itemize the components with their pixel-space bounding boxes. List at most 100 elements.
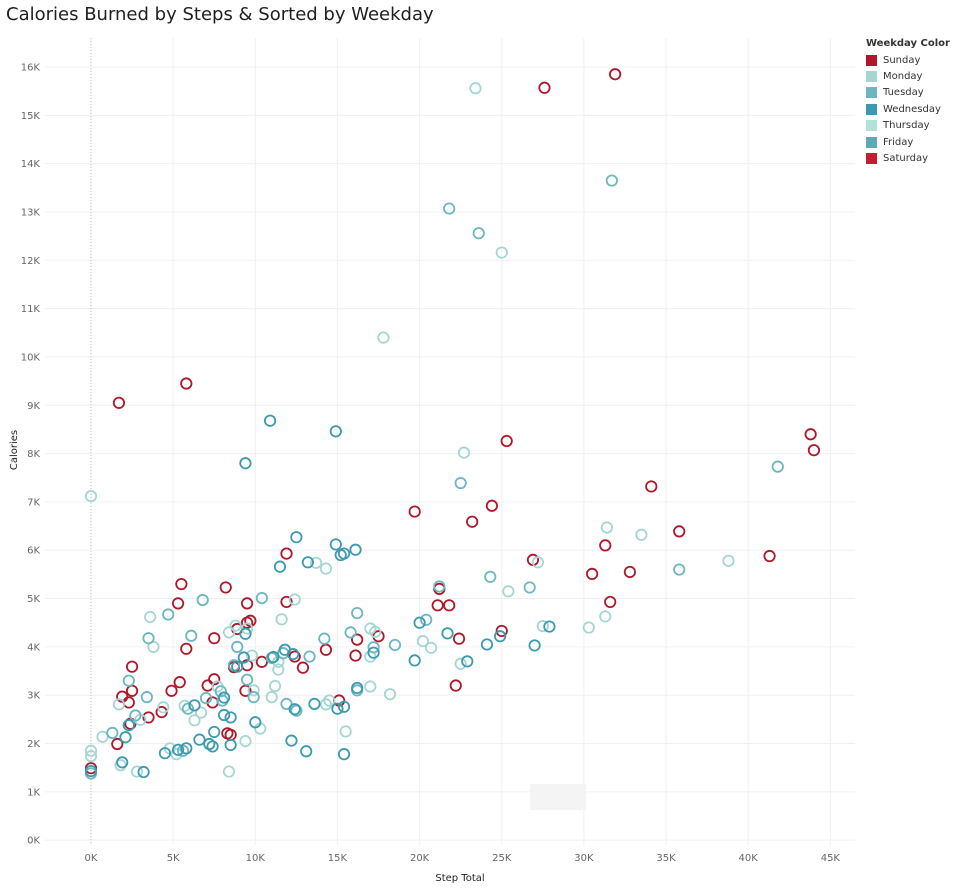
data-point-sunday[interactable] bbox=[599, 539, 612, 552]
data-point-sunday[interactable] bbox=[349, 649, 362, 662]
data-point-wednesday[interactable] bbox=[337, 748, 351, 761]
data-point-wednesday[interactable] bbox=[301, 556, 314, 569]
data-point-wednesday[interactable] bbox=[461, 655, 474, 668]
data-point-wednesday[interactable] bbox=[231, 660, 244, 673]
data-point-sunday[interactable] bbox=[351, 633, 364, 646]
data-point-tuesday[interactable] bbox=[231, 640, 244, 653]
data-point-tuesday[interactable] bbox=[484, 570, 497, 583]
data-point-sunday[interactable] bbox=[165, 684, 178, 697]
data-point-monday[interactable] bbox=[309, 556, 323, 569]
data-point-monday[interactable] bbox=[130, 765, 144, 778]
data-point-wednesday[interactable] bbox=[188, 699, 201, 712]
data-point-monday[interactable] bbox=[84, 744, 98, 757]
data-point-sunday[interactable] bbox=[219, 581, 232, 594]
data-point-wednesday[interactable] bbox=[278, 643, 291, 656]
legend-item-tuesday[interactable]: Tuesday bbox=[866, 85, 950, 101]
data-point-sunday[interactable] bbox=[180, 642, 193, 655]
data-point-monday[interactable] bbox=[272, 663, 285, 676]
data-point-sunday[interactable] bbox=[175, 577, 188, 591]
data-point-wednesday[interactable] bbox=[224, 738, 237, 752]
data-point-sunday[interactable] bbox=[201, 679, 214, 692]
data-point-monday[interactable] bbox=[600, 521, 614, 534]
data-point-tuesday[interactable] bbox=[199, 691, 213, 705]
data-point-wednesday[interactable] bbox=[290, 531, 303, 544]
data-point-sunday[interactable] bbox=[171, 597, 185, 610]
data-point-monday[interactable] bbox=[157, 701, 170, 714]
data-point-tuesday[interactable] bbox=[106, 726, 119, 739]
data-point-monday[interactable] bbox=[188, 714, 201, 727]
data-point-sunday[interactable] bbox=[604, 595, 617, 609]
data-point-wednesday[interactable] bbox=[171, 743, 185, 756]
data-point-monday[interactable] bbox=[454, 657, 467, 670]
data-point-sunday[interactable] bbox=[112, 396, 126, 409]
data-point-sunday[interactable] bbox=[431, 599, 444, 612]
data-point-tuesday[interactable] bbox=[454, 476, 467, 490]
data-point-sunday[interactable] bbox=[173, 676, 186, 689]
data-point-tuesday[interactable] bbox=[673, 563, 686, 576]
data-point-wednesday[interactable] bbox=[288, 703, 301, 716]
data-point-wednesday[interactable] bbox=[237, 651, 250, 664]
data-point-tuesday[interactable] bbox=[142, 632, 155, 645]
data-point-sunday[interactable] bbox=[280, 547, 293, 560]
data-point-monday[interactable] bbox=[245, 649, 259, 662]
data-point-monday[interactable] bbox=[599, 610, 612, 623]
legend-item-friday[interactable]: Friday bbox=[866, 134, 950, 150]
data-point-wednesday[interactable] bbox=[480, 638, 494, 651]
data-point-tuesday[interactable] bbox=[388, 638, 402, 652]
data-point-tuesday[interactable] bbox=[367, 641, 380, 654]
data-point-monday[interactable] bbox=[265, 691, 278, 704]
data-point-sunday[interactable] bbox=[319, 643, 333, 656]
data-point-wednesday[interactable] bbox=[528, 639, 541, 652]
data-point-monday[interactable] bbox=[502, 585, 515, 598]
data-point-sunday[interactable] bbox=[240, 597, 254, 610]
data-point-sunday[interactable] bbox=[645, 480, 658, 493]
data-point-tuesday[interactable] bbox=[240, 673, 254, 686]
data-point-sunday[interactable] bbox=[408, 505, 421, 518]
data-point-tuesday[interactable] bbox=[162, 608, 175, 621]
data-point-sunday[interactable] bbox=[673, 525, 686, 538]
data-point-wednesday[interactable] bbox=[337, 700, 351, 713]
data-point-monday[interactable] bbox=[364, 622, 377, 635]
data-point-monday[interactable] bbox=[339, 725, 352, 738]
data-point-monday[interactable] bbox=[112, 698, 126, 711]
data-point-tuesday[interactable] bbox=[605, 174, 618, 187]
data-point-monday[interactable] bbox=[582, 621, 595, 634]
data-point-wednesday[interactable] bbox=[180, 742, 193, 755]
data-point-tuesday[interactable] bbox=[122, 674, 135, 687]
data-point-wednesday[interactable] bbox=[239, 627, 252, 640]
data-point-wednesday[interactable] bbox=[84, 764, 98, 778]
data-point-tuesday[interactable] bbox=[303, 650, 316, 663]
data-point-sunday[interactable] bbox=[255, 655, 268, 668]
data-point-wednesday[interactable] bbox=[494, 630, 507, 643]
data-point-sunday[interactable] bbox=[623, 565, 637, 579]
data-point-monday[interactable] bbox=[194, 706, 208, 719]
data-point-wednesday[interactable] bbox=[349, 543, 362, 556]
data-point-monday[interactable] bbox=[222, 765, 236, 778]
data-point-wednesday[interactable] bbox=[308, 697, 321, 710]
data-point-sunday[interactable] bbox=[609, 68, 622, 81]
data-point-tuesday[interactable] bbox=[443, 202, 456, 215]
data-point-wednesday[interactable] bbox=[224, 711, 237, 724]
data-point-monday[interactable] bbox=[268, 679, 282, 693]
data-point-wednesday[interactable] bbox=[329, 425, 342, 438]
data-point-monday[interactable] bbox=[239, 735, 252, 748]
data-point-wednesday[interactable] bbox=[273, 560, 287, 573]
data-point-wednesday[interactable] bbox=[543, 620, 556, 633]
data-point-wednesday[interactable] bbox=[137, 765, 150, 779]
data-point-wednesday[interactable] bbox=[208, 725, 221, 739]
legend-item-monday[interactable]: Monday bbox=[866, 68, 950, 84]
data-point-sunday[interactable] bbox=[208, 673, 221, 686]
data-point-wednesday[interactable] bbox=[351, 681, 364, 695]
data-point-monday[interactable] bbox=[288, 593, 301, 606]
legend-item-wednesday[interactable]: Wednesday bbox=[866, 101, 950, 117]
data-point-tuesday[interactable] bbox=[181, 702, 195, 715]
data-point-monday[interactable] bbox=[319, 562, 333, 575]
data-point-sunday[interactable] bbox=[180, 377, 193, 390]
data-point-wednesday[interactable] bbox=[249, 716, 262, 729]
data-point-sunday[interactable] bbox=[485, 499, 498, 512]
data-point-wednesday[interactable] bbox=[331, 702, 344, 715]
data-point-monday[interactable] bbox=[364, 680, 377, 693]
data-point-monday[interactable] bbox=[144, 610, 157, 624]
data-point-sunday[interactable] bbox=[443, 599, 456, 612]
data-point-tuesday[interactable] bbox=[290, 704, 303, 717]
